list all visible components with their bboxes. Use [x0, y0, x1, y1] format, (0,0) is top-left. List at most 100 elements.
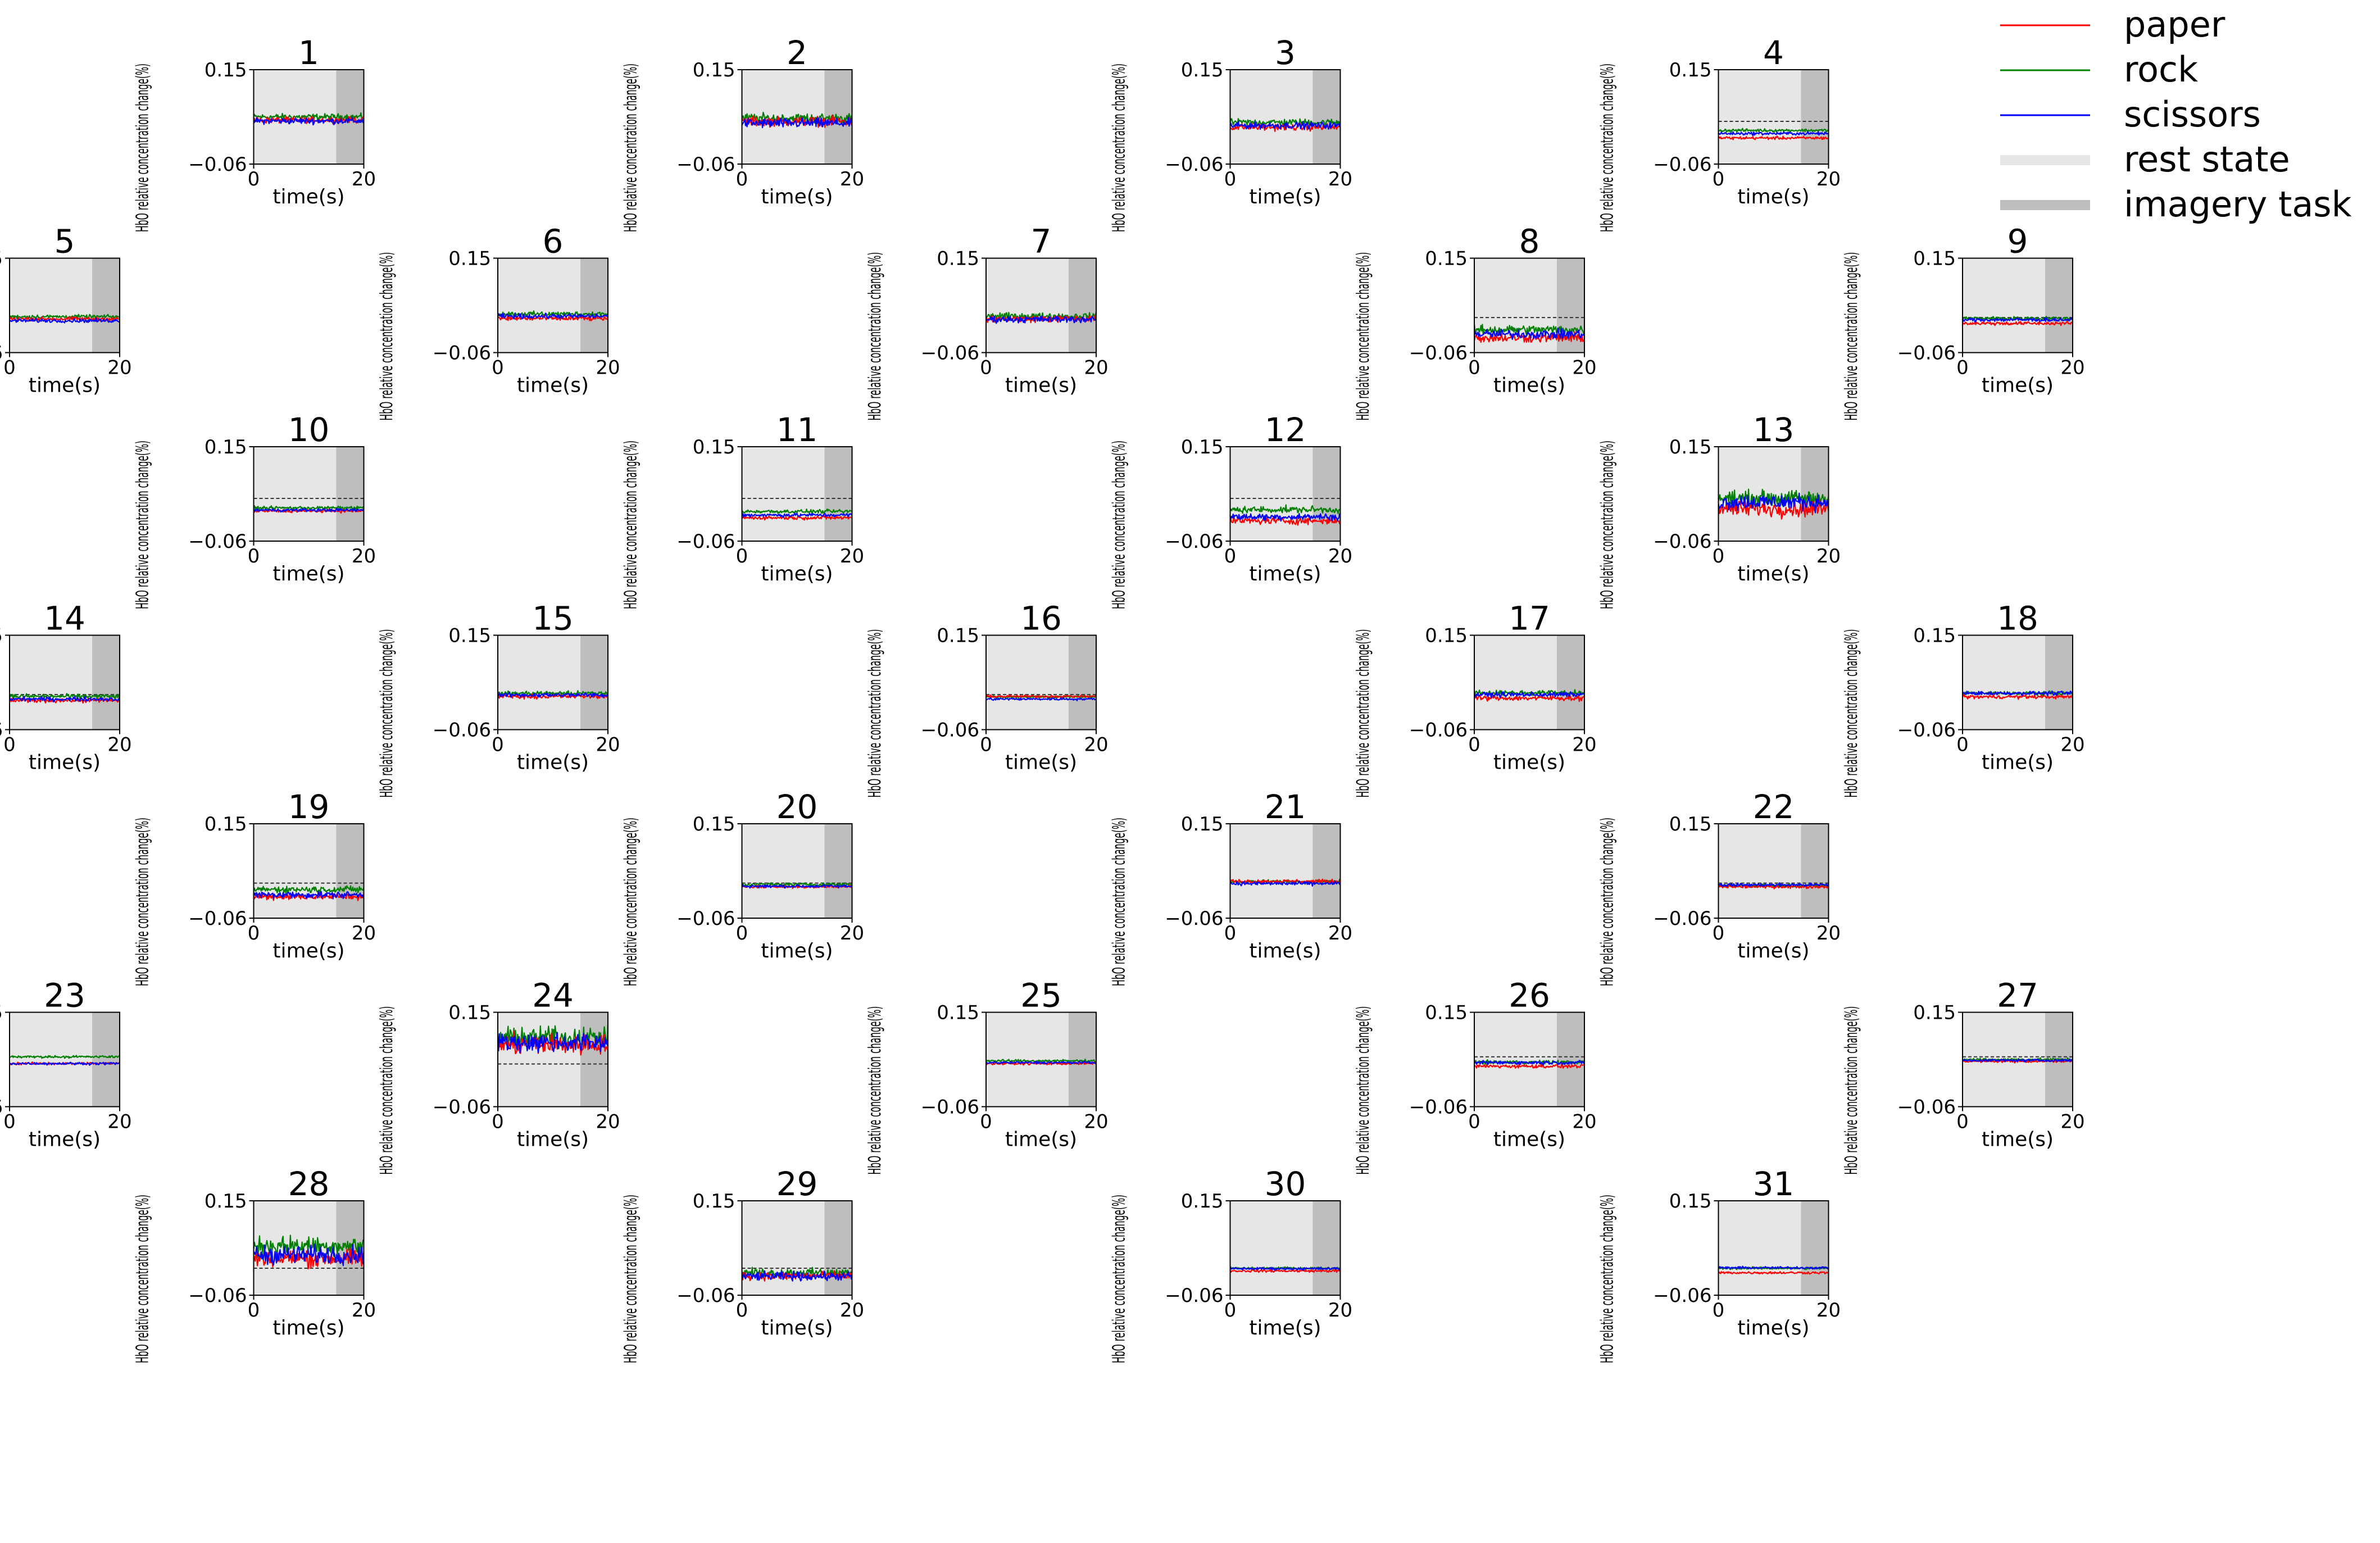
y-axis-label: HbO relative concentration change(%): [621, 818, 641, 986]
y-tick-label-min: −0.06: [921, 1096, 979, 1119]
x-axis-label: time(s): [1249, 1317, 1321, 1340]
imagery-task-band: [336, 824, 364, 918]
y-tick-label-min: −0.06: [188, 530, 247, 553]
x-tick-label-min: 0: [1713, 168, 1725, 190]
y-tick-label-max: 0.15: [0, 248, 3, 270]
y-axis-label: HbO relative concentration change(%): [621, 63, 641, 232]
channel-plot-26: 0.15 −0.060 20 26 time(s) HbO relative concen…: [1353, 977, 1597, 1175]
axes-frame: [1229, 823, 1341, 919]
legend-item-paper: paper: [2000, 4, 2225, 45]
plot-title: 1: [298, 34, 319, 72]
channel-plot-9: 0.15 −0.060 20 9 time(s) HbO relative concent…: [1842, 223, 2085, 421]
y-axis-label: HbO relative concentration change(%): [133, 1195, 153, 1363]
channel-plot-4: 0.15 −0.060 20 4 time(s) HbO relative concent…: [1598, 34, 1841, 232]
y-axis-label: HbO relative concentration change(%): [1598, 63, 1618, 232]
channel-plot-13: 0.15 −0.060 20 13 time(s) HbO relative concen…: [1598, 411, 1841, 609]
series-line-rock: [1229, 504, 1341, 515]
y-axis-label: HbO relative concentration change(%): [1842, 1006, 1861, 1175]
channel-plot-8: 0.15 −0.060 20 8 time(s) HbO relative concent…: [1353, 223, 1597, 421]
series-line-paper: [1961, 321, 2073, 326]
y-tick-label-min: −0.06: [1409, 1096, 1468, 1119]
y-tick-label-min: −0.06: [433, 719, 491, 742]
series-line-scissors: [1230, 1267, 1341, 1271]
axes-frame: [1718, 446, 1829, 542]
rest-state-band: [986, 635, 1069, 730]
x-axis-label: time(s): [1737, 185, 1809, 208]
legend-label: rest state: [2124, 139, 2290, 180]
x-axis-label: time(s): [517, 1128, 589, 1151]
plot-title: 8: [1519, 223, 1540, 261]
axes-frame: [1718, 1200, 1829, 1296]
x-axis-label: time(s): [29, 374, 101, 397]
channel-plot-25: 0.15 −0.060 20 25 time(s) HbO relative concen…: [865, 977, 1109, 1175]
legend-item-imagery-task: imagery task: [2000, 184, 2352, 225]
y-tick-label-max: 0.15: [205, 436, 247, 459]
y-tick-label-max: 0.15: [693, 59, 735, 81]
y-tick-label-min: −0.06: [0, 1096, 3, 1119]
y-tick-label-max: 0.15: [0, 625, 3, 647]
x-tick-label-min: 0: [1713, 922, 1725, 945]
legend-label: rock: [2124, 49, 2198, 90]
y-tick-label-min: −0.06: [1653, 907, 1711, 930]
plot-title: 27: [1997, 977, 2038, 1015]
rest-state-band: [1474, 635, 1557, 730]
axes-frame: [741, 1200, 853, 1296]
y-axis-label: HbO relative concentration change(%): [865, 252, 885, 421]
x-axis-label: time(s): [761, 185, 833, 208]
series-line-rock: [253, 1235, 365, 1259]
series-line-paper: [1474, 1063, 1584, 1069]
y-tick-label-max: 0.15: [1181, 1190, 1224, 1213]
axes-frame: [9, 634, 120, 730]
rest-state-band: [742, 824, 825, 918]
y-axis-label: HbO relative concentration change(%): [377, 629, 397, 798]
plot-title: 13: [1753, 411, 1795, 449]
axes-frame: [741, 823, 853, 919]
series-line-paper: [742, 884, 853, 890]
rest-state-band: [253, 447, 337, 541]
axes-frame: [253, 446, 365, 542]
x-axis-label: time(s): [517, 374, 589, 397]
axes-frame: [9, 1011, 120, 1108]
plot-title: 6: [543, 223, 564, 261]
x-axis-label: time(s): [29, 751, 101, 774]
series-line-scissors: [1718, 492, 1829, 514]
plot-title: 15: [532, 600, 574, 638]
rest-state-band: [1230, 1201, 1313, 1295]
x-tick-label-min: 0: [980, 1111, 992, 1133]
y-tick-label-min: −0.06: [1653, 153, 1711, 176]
x-axis-label: time(s): [1982, 751, 2054, 774]
x-axis-label: time(s): [1005, 374, 1077, 397]
channel-plot-15: 0.15 −0.060 20 15 time(s) HbO relative concen…: [377, 600, 620, 798]
rest-state-band: [498, 1012, 580, 1107]
y-tick-label-max: 0.15: [205, 1190, 247, 1213]
series-line-rock: [1718, 128, 1829, 133]
plot-title: 4: [1763, 34, 1784, 72]
y-tick-label-max: 0.15: [937, 1002, 979, 1024]
imagery-task-band: [1801, 447, 1829, 541]
y-axis-label: HbO relative concentration change(%): [133, 63, 153, 232]
channel-plot-31: 0.15 −0.060 20 31 time(s) HbO relative concen…: [1598, 1165, 1841, 1363]
channel-plot-23: 0.15−0.0602023time(s)HbO relative concen…: [0, 977, 132, 1151]
series-line-scissors: [1961, 317, 2074, 323]
channel-plot-21: 0.15 −0.060 20 21 time(s) HbO relative concen…: [1110, 788, 1353, 986]
x-axis-label: time(s): [761, 1317, 833, 1340]
series-line-rock: [497, 690, 609, 696]
x-axis-label: time(s): [1249, 185, 1321, 208]
y-tick-label-min: −0.06: [1165, 153, 1223, 176]
y-axis-label: HbO relative concentration change(%): [1598, 441, 1618, 609]
plot-title: 9: [2007, 223, 2028, 261]
y-tick-label-max: 0.15: [1181, 436, 1224, 459]
axes-frame: [497, 1011, 608, 1108]
imagery-task-band: [824, 447, 852, 541]
y-tick-label-min: −0.06: [1653, 530, 1711, 553]
x-axis-label: time(s): [1005, 751, 1077, 774]
channel-plot-12: 0.15 −0.060 20 12 time(s) HbO relative concen…: [1110, 411, 1353, 609]
y-tick-label-max: 0.15: [0, 1002, 3, 1024]
axes-frame: [1718, 823, 1829, 919]
channel-plot-20: 0.15 −0.060 20 20 time(s) HbO relative concen…: [621, 788, 865, 986]
x-tick-label-max: 20: [2060, 1111, 2084, 1133]
channel-plot-24: 0.15 −0.060 20 24 time(s) HbO relative concen…: [377, 977, 620, 1175]
series-line-scissors: [741, 883, 852, 889]
x-axis-label: time(s): [1737, 562, 1809, 586]
